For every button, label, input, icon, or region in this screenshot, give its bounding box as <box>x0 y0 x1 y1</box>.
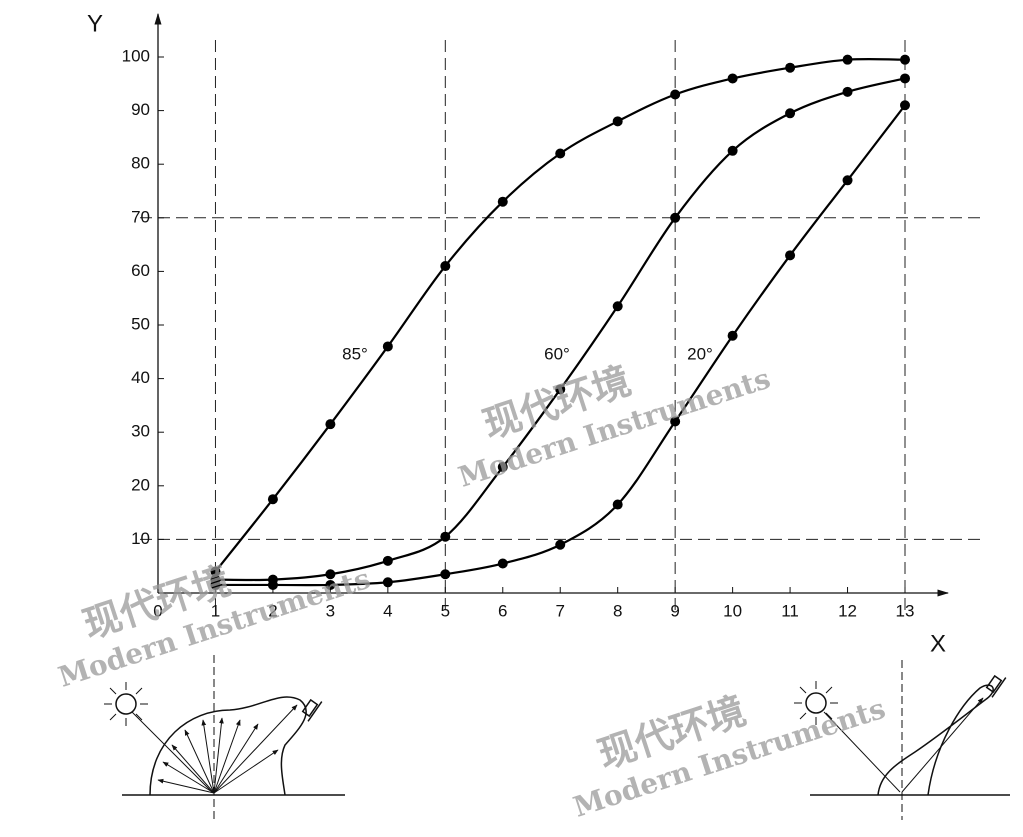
point <box>612 499 623 510</box>
x-tick-label: 1 <box>211 601 220 620</box>
point <box>382 555 393 566</box>
point <box>670 212 681 223</box>
y-axis-label: Y <box>87 10 103 37</box>
point <box>785 108 796 119</box>
series-label: 60° <box>544 344 570 363</box>
point <box>555 148 566 159</box>
x-tick-label: 9 <box>670 601 679 620</box>
y-tick-label: 10 <box>131 529 150 548</box>
point <box>900 100 910 111</box>
point <box>325 419 336 430</box>
x-axis-label: X <box>930 630 946 657</box>
point <box>497 462 508 473</box>
point <box>670 416 681 427</box>
y-tick-label: 30 <box>131 422 150 441</box>
x-tick-label: 7 <box>555 601 564 620</box>
y-tick-label: 60 <box>131 261 150 280</box>
point <box>842 86 853 97</box>
curve <box>215 104 906 587</box>
y-tick-label: 100 <box>122 46 150 65</box>
x-tick-label: 2 <box>268 601 277 620</box>
point <box>612 301 623 312</box>
point <box>842 54 853 65</box>
x-tick-label: 8 <box>613 601 622 620</box>
x-tick-label: 10 <box>723 601 742 620</box>
point <box>440 569 451 580</box>
specular-illustration <box>794 660 1010 820</box>
point <box>267 579 278 590</box>
point <box>727 73 738 84</box>
x-tick-label: 6 <box>498 601 507 620</box>
point <box>440 261 451 272</box>
point <box>497 196 508 207</box>
point <box>325 579 336 590</box>
point <box>210 579 221 590</box>
point <box>440 531 451 542</box>
point <box>382 577 393 588</box>
x-tick-label: 12 <box>838 601 857 620</box>
point <box>670 89 681 100</box>
curve <box>214 57 906 573</box>
x-tick-label: 4 <box>383 601 392 620</box>
point <box>267 494 278 505</box>
point <box>210 566 221 577</box>
y-tick-label: 40 <box>131 368 150 387</box>
point <box>900 73 910 84</box>
series-label: 85° <box>342 344 368 363</box>
curve <box>215 77 906 582</box>
point <box>900 54 910 65</box>
point <box>497 558 508 569</box>
y-tick-label: 20 <box>131 475 150 494</box>
point <box>555 539 566 550</box>
x-tick-label: 11 <box>781 601 799 620</box>
point <box>727 145 738 156</box>
series-label: 20° <box>687 344 713 363</box>
point <box>555 384 566 395</box>
point <box>842 175 853 186</box>
x-tick-label: 13 <box>896 601 915 620</box>
x-tick-label: 5 <box>441 601 450 620</box>
x-tick-label: 3 <box>326 601 335 620</box>
point <box>382 341 393 352</box>
y-tick-label: 50 <box>131 314 150 333</box>
diffuse-illustration <box>104 655 345 820</box>
point <box>612 116 623 127</box>
point <box>325 569 336 580</box>
x-tick-label: 0 <box>153 601 162 620</box>
y-tick-label: 90 <box>131 100 150 119</box>
y-tick-label: 80 <box>131 154 150 173</box>
y-tick-label: 70 <box>131 207 150 226</box>
point <box>727 330 738 341</box>
point <box>785 250 796 261</box>
point <box>785 62 796 73</box>
